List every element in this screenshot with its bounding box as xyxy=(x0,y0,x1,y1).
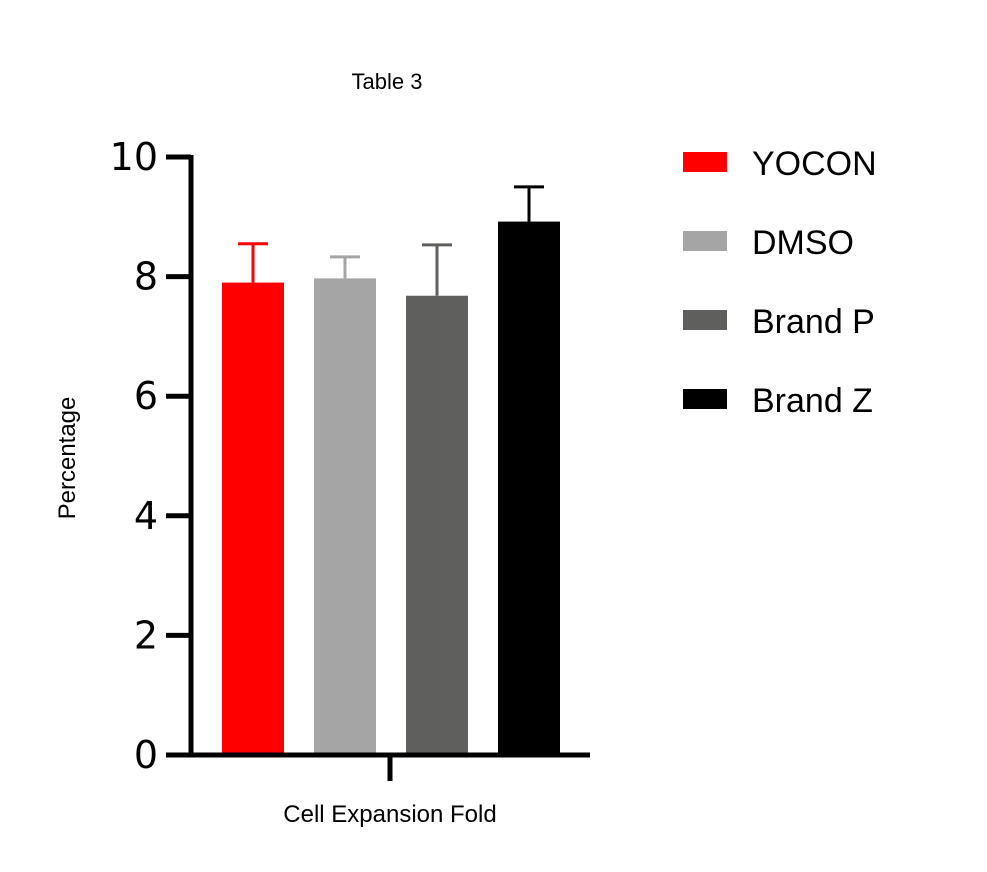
y-tick-label: 6 xyxy=(134,374,158,418)
legend-label: DMSO xyxy=(752,224,854,262)
bar-brand-z xyxy=(498,221,560,756)
legend-swatch xyxy=(683,389,727,409)
legend-swatch xyxy=(683,310,727,330)
y-tick-label: 10 xyxy=(110,135,158,179)
error-bar-brand-z xyxy=(514,185,544,222)
x-axis xyxy=(166,752,590,781)
y-tick-label: 4 xyxy=(134,494,158,538)
legend-label: Brand P xyxy=(752,303,875,341)
y-tick-label: 2 xyxy=(134,613,158,657)
legend-item-dmso: DMSO xyxy=(683,224,854,262)
legend-label: Brand Z xyxy=(752,382,873,420)
y-tick-label: 8 xyxy=(134,255,158,299)
legend-swatch xyxy=(683,231,727,251)
legend: YOCON DMSO Brand P Brand Z xyxy=(683,145,877,420)
legend-label: YOCON xyxy=(752,145,877,183)
error-bar-dmso xyxy=(330,255,360,279)
legend-swatch xyxy=(683,152,727,172)
chart-title: Table 3 xyxy=(352,69,423,94)
legend-item-brand-z: Brand Z xyxy=(683,382,873,420)
bar-dmso xyxy=(314,278,376,755)
y-axis: 0 2 4 6 8 10 xyxy=(110,135,194,777)
error-bar-brand-p xyxy=(422,243,452,296)
bar-yocon xyxy=(222,282,284,755)
bars-layer xyxy=(222,221,560,756)
x-axis-label: Cell Expansion Fold xyxy=(283,801,496,828)
legend-item-brand-p: Brand P xyxy=(683,303,875,341)
error-bars-layer xyxy=(238,185,544,296)
legend-item-yocon: YOCON xyxy=(683,145,877,183)
bar-brand-p xyxy=(406,295,468,755)
error-bar-yocon xyxy=(238,242,268,283)
y-axis-label: Percentage xyxy=(54,397,81,520)
y-tick-label: 0 xyxy=(134,733,158,777)
